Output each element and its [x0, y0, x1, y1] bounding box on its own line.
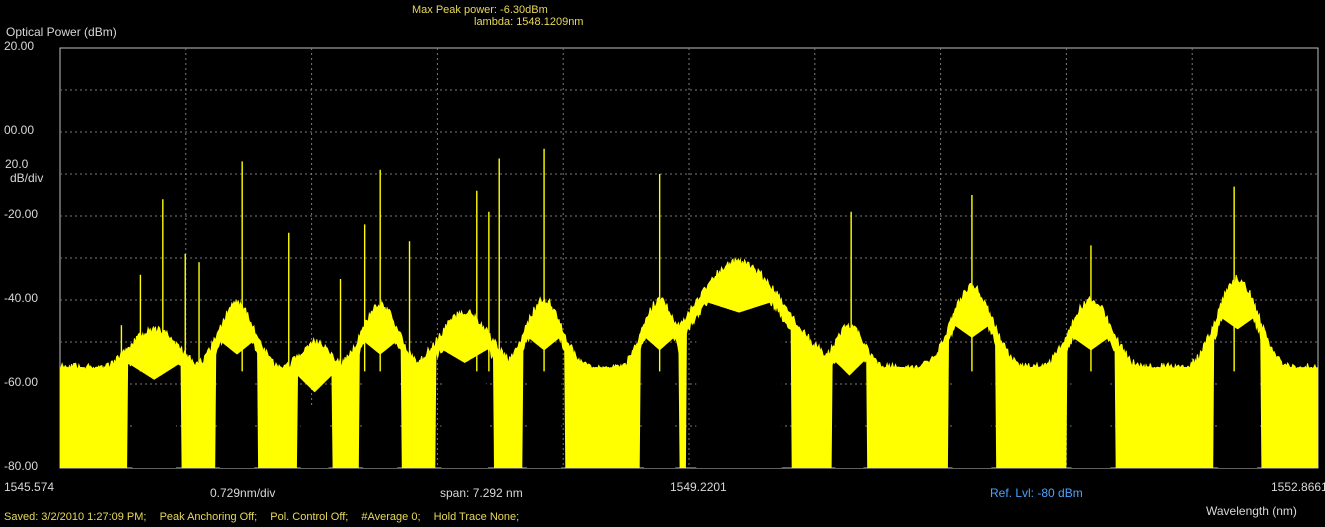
channel-notch — [1071, 362, 1111, 468]
y-tick-label: 20.00 — [4, 39, 35, 53]
scale-unit: dB/div — [10, 171, 44, 185]
max-peak-lambda: lambda: 1548.1209nm — [474, 16, 584, 28]
resolution-label: 0.729nm/div — [210, 486, 276, 500]
ref-level-label: Ref. Lvl: -80 dBm — [990, 486, 1083, 500]
scale-label: 20.0 — [5, 157, 29, 171]
channel-notch — [300, 404, 329, 468]
status-bar: Saved: 3/2/2010 1:27:09 PM; Peak Anchori… — [4, 511, 529, 523]
x-tick-label: 1545.574 — [4, 480, 55, 494]
status-hold-trace: Hold Trace None; — [433, 511, 520, 523]
channel-notch — [132, 392, 176, 468]
channel-notch — [644, 362, 676, 468]
max-peak-power: Max Peak power: -6.30dBm — [412, 4, 548, 16]
channel-notch — [441, 375, 489, 468]
y-tick-label: -40.00 — [4, 291, 39, 305]
x-tick-label: 1549.2201 — [670, 480, 727, 494]
channel-notch — [952, 350, 992, 468]
channel-notch — [526, 362, 562, 468]
max-peak-info: Max Peak power: -6.30dBm lambda: 1548.12… — [412, 4, 583, 28]
trace-area — [60, 258, 1318, 468]
status-average: #Average 0; — [361, 511, 421, 523]
span-label: span: 7.292 nm — [440, 486, 523, 500]
channel-notch — [835, 388, 864, 468]
channel-notch — [219, 367, 255, 468]
x-axis-label: Wavelength (nm) — [1206, 504, 1297, 518]
trace-line — [59, 257, 1319, 372]
y-tick-label: -20.00 — [4, 207, 39, 221]
spike-layer — [120, 148, 1235, 372]
y-tick-label: -80.00 — [4, 459, 39, 473]
channel-notch — [696, 325, 782, 468]
status-saved: Saved: 3/2/2010 1:27:09 PM; — [4, 511, 147, 523]
channel-notch — [363, 367, 398, 468]
y-tick-label: 00.00 — [4, 123, 35, 137]
trace-fill — [60, 258, 1318, 468]
status-pol-control: Pol. Control Off; — [270, 511, 349, 523]
y-tick-label: -60.00 — [4, 375, 39, 389]
channel-notch — [1218, 341, 1257, 468]
x-tick-label: 1552.8661 — [1271, 480, 1325, 494]
y-axis-label: Optical Power (dBm) — [6, 25, 117, 39]
status-peak-anchoring: Peak Anchoring Off; — [159, 511, 258, 523]
